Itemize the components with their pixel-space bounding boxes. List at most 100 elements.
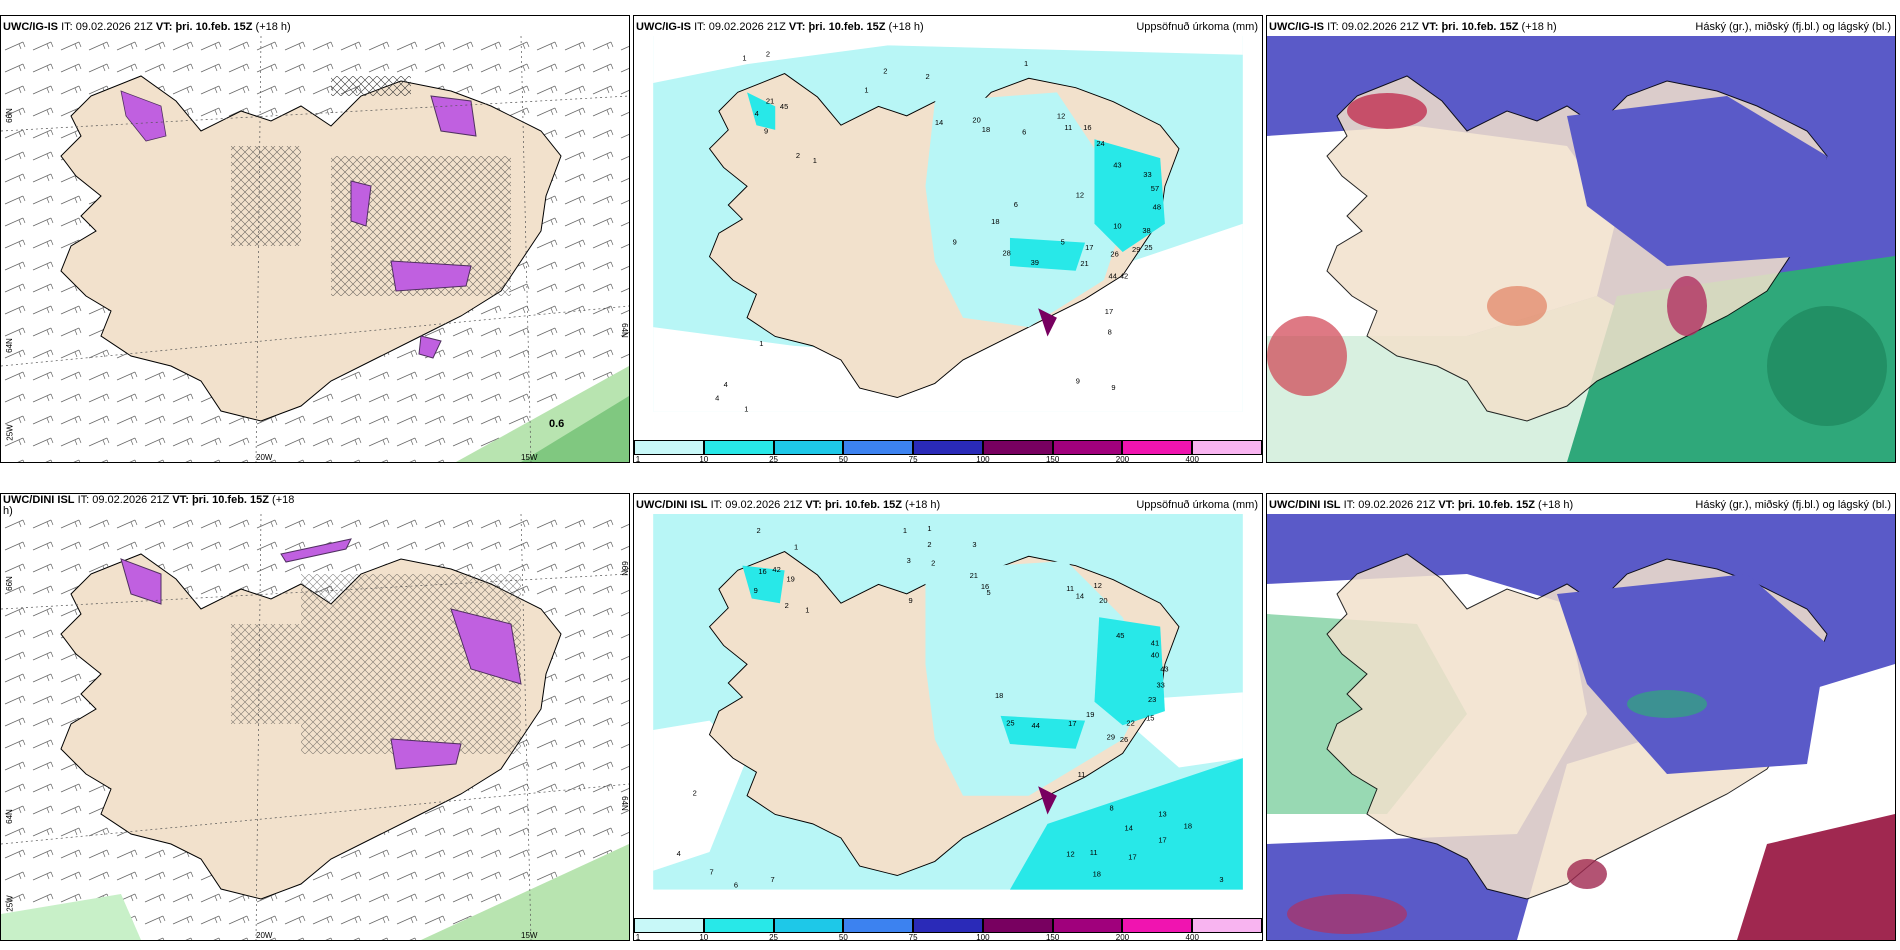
svg-text:1: 1 [813, 156, 817, 165]
svg-text:1: 1 [903, 526, 907, 535]
svg-text:8: 8 [1108, 328, 1112, 337]
svg-text:3: 3 [907, 556, 911, 565]
svg-text:4: 4 [677, 849, 681, 858]
svg-text:14: 14 [935, 118, 943, 127]
svg-text:7: 7 [771, 875, 775, 884]
colorbar-label: 50 [838, 455, 848, 463]
svg-text:14: 14 [1125, 823, 1133, 832]
svg-text:9: 9 [1076, 376, 1080, 385]
panel-title: UWC/DINI ISL IT: 09.02.2026 21Z VT: þri.… [3, 494, 295, 506]
colorbar-label: 50 [838, 933, 848, 941]
svg-text:48: 48 [1153, 203, 1161, 212]
panel-top-left-wind: UWC/IG-IS IT: 09.02.2026 21Z VT: þri. 10… [0, 15, 630, 463]
colorbar-segment [773, 440, 844, 455]
colorbar-label: 100 [976, 455, 990, 463]
svg-text:25: 25 [1006, 718, 1014, 727]
svg-text:26: 26 [1110, 250, 1118, 259]
colorbar-label: 200 [1115, 933, 1130, 941]
svg-text:17: 17 [1068, 719, 1076, 728]
svg-text:17: 17 [1085, 243, 1093, 252]
colorbar-label: 400 [1185, 455, 1199, 463]
svg-text:29: 29 [1107, 732, 1115, 741]
svg-text:8: 8 [1110, 804, 1114, 813]
svg-text:9: 9 [1111, 383, 1115, 392]
svg-text:14: 14 [1076, 592, 1084, 601]
svg-text:21: 21 [766, 97, 774, 106]
panel-title: UWC/IG-IS IT: 09.02.2026 21Z VT: þri. 10… [1269, 21, 1557, 33]
svg-text:39: 39 [1031, 258, 1039, 267]
panel-variable: Uppsöfnuð úrkoma (mm) [1136, 21, 1258, 33]
colorbar-segment [1192, 918, 1262, 933]
colorbar-label: 1 [635, 455, 641, 463]
svg-text:2: 2 [883, 67, 887, 76]
svg-text:43: 43 [1160, 665, 1168, 674]
svg-text:13: 13 [1158, 809, 1166, 818]
svg-text:16: 16 [1083, 123, 1091, 132]
svg-text:18: 18 [1093, 869, 1101, 878]
svg-text:2: 2 [693, 789, 697, 798]
svg-text:24: 24 [1096, 139, 1104, 148]
svg-text:11: 11 [1090, 848, 1098, 857]
svg-text:29: 29 [1132, 245, 1140, 254]
cloud-map [1267, 514, 1895, 940]
svg-text:12: 12 [1066, 850, 1074, 859]
svg-text:2: 2 [927, 540, 931, 549]
svg-text:1: 1 [759, 339, 763, 348]
svg-text:28: 28 [1002, 249, 1010, 258]
colorbar-segment [773, 918, 844, 933]
colorbar-label: 200 [1115, 455, 1130, 463]
colorbar-label: 10 [699, 933, 709, 941]
svg-text:44: 44 [1032, 721, 1040, 730]
lat-66-label: 66N [4, 576, 14, 591]
svg-text:9: 9 [754, 586, 758, 595]
svg-text:4: 4 [755, 109, 759, 118]
svg-text:1: 1 [744, 405, 748, 414]
panel-bottom-mid-precip: UWC/DINI ISL IT: 09.02.2026 21Z VT: þri.… [633, 493, 1263, 941]
svg-text:1: 1 [864, 85, 868, 94]
colorbar-label: 150 [1045, 933, 1060, 941]
svg-text:20: 20 [972, 115, 980, 124]
wind-value: 0.6 [549, 418, 565, 430]
panel-top-right-clouds: UWC/IG-IS IT: 09.02.2026 21Z VT: þri. 10… [1266, 15, 1896, 463]
svg-text:20: 20 [1099, 596, 1107, 605]
svg-text:33: 33 [1156, 681, 1164, 690]
colorbar-label: 25 [769, 933, 778, 941]
colorbar-label: 75 [908, 455, 918, 463]
panel-bottom-right-clouds: UWC/DINI ISL IT: 09.02.2026 21Z VT: þri.… [1266, 493, 1896, 941]
svg-text:45: 45 [780, 102, 788, 111]
svg-text:2: 2 [925, 72, 929, 81]
lat-64-label: 64N [4, 809, 14, 824]
svg-text:4: 4 [715, 393, 719, 402]
svg-text:11: 11 [1066, 584, 1074, 593]
svg-text:2: 2 [931, 559, 935, 568]
svg-text:38: 38 [1142, 226, 1150, 235]
svg-text:4: 4 [724, 380, 728, 389]
colorbar-label: 75 [908, 933, 918, 941]
svg-text:12: 12 [1094, 581, 1102, 590]
svg-text:57: 57 [1151, 184, 1159, 193]
svg-text:2: 2 [766, 50, 770, 59]
east-66-label: 66N [619, 561, 629, 576]
svg-text:40: 40 [1151, 651, 1159, 660]
colorbar-segment [843, 440, 914, 455]
panel-title: UWC/DINI ISL IT: 09.02.2026 21Z VT: þri.… [1269, 499, 1574, 511]
svg-text:9: 9 [764, 127, 768, 136]
svg-text:1: 1 [1024, 59, 1028, 68]
svg-text:6: 6 [734, 881, 738, 890]
svg-text:17: 17 [1158, 836, 1166, 845]
svg-text:3: 3 [972, 540, 976, 549]
lat-66-label: 66N [4, 108, 14, 123]
colorbar-segment [1122, 440, 1193, 455]
svg-text:16: 16 [758, 567, 766, 576]
svg-text:19: 19 [786, 575, 794, 584]
panel-title: UWC/IG-IS IT: 09.02.2026 21Z VT: þri. 10… [636, 21, 924, 33]
svg-text:42: 42 [1120, 271, 1128, 280]
svg-text:18: 18 [995, 691, 1003, 700]
svg-text:16: 16 [981, 582, 989, 591]
colorbar-segment [982, 918, 1053, 933]
svg-text:2: 2 [796, 151, 800, 160]
colorbar-segment [634, 440, 704, 455]
colorbar-label: 100 [976, 933, 990, 941]
